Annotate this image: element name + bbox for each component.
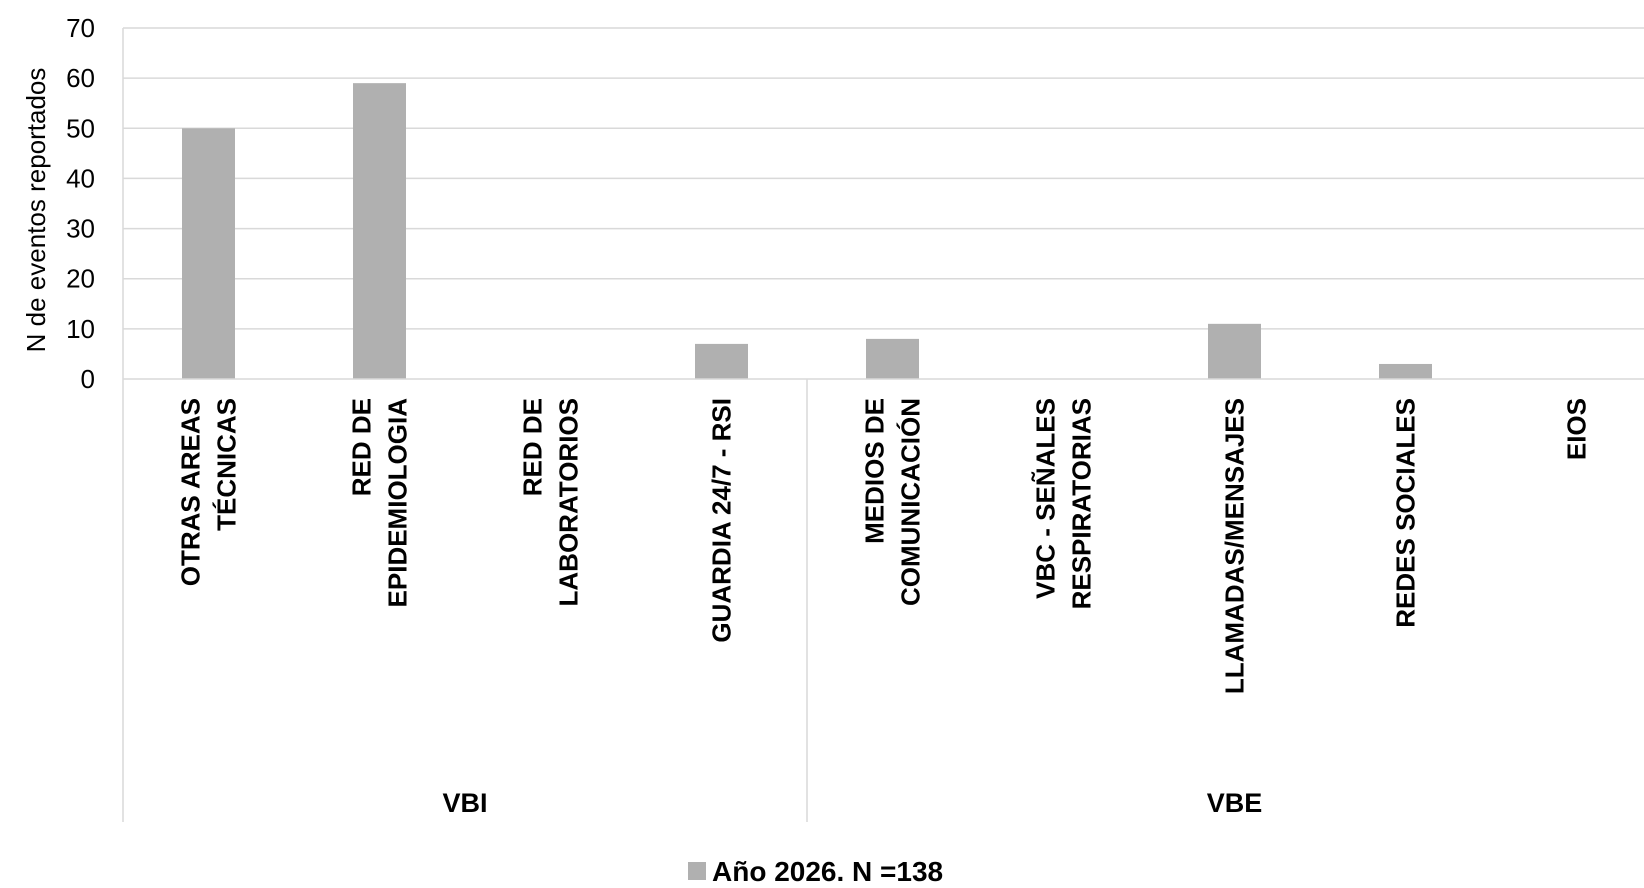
group-label: VBI xyxy=(442,788,487,818)
bar xyxy=(1208,323,1261,379)
category-label: EIOS xyxy=(1562,398,1592,460)
y-tick-label: 10 xyxy=(66,314,95,344)
y-tick-label: 70 xyxy=(66,13,95,43)
category-label: COMUNICACIÓN xyxy=(896,398,926,606)
y-axis-title: N de eventos reportados xyxy=(21,68,51,353)
legend: Año 2026. N =138 xyxy=(688,856,943,887)
bar xyxy=(353,83,406,380)
category-label: EPIDEMIOLOGIA xyxy=(383,398,413,608)
category-label: MEDIOS DE xyxy=(860,398,890,544)
category-label: RED DE xyxy=(347,398,377,496)
bar xyxy=(182,128,235,379)
y-tick-label: 40 xyxy=(66,163,95,193)
y-tick-label: 50 xyxy=(66,113,95,143)
y-tick-label: 20 xyxy=(66,264,95,294)
bars xyxy=(182,83,1432,380)
group-label: VBE xyxy=(1207,788,1263,818)
y-tick-label: 30 xyxy=(66,214,95,244)
category-label: RED DE xyxy=(518,398,548,496)
bar xyxy=(866,338,919,379)
category-label: TÉCNICAS xyxy=(212,398,242,531)
legend-label: Año 2026. N =138 xyxy=(712,856,943,887)
category-labels: OTRAS AREAS TÉCNICAS RED DE EPIDEMIOLOGIA RE… xyxy=(176,398,1592,694)
legend-swatch xyxy=(688,862,706,880)
category-label: GUARDIA 24/7 - RSI xyxy=(707,398,737,643)
group-labels: VBI VBE xyxy=(442,788,1262,818)
category-label: RESPIRATORIAS xyxy=(1067,398,1097,609)
y-tick-labels: 0 10 20 30 40 50 60 70 xyxy=(66,13,95,394)
category-label: OTRAS AREAS xyxy=(176,398,206,586)
gridlines xyxy=(123,27,1644,330)
category-label: REDES SOCIALES xyxy=(1391,398,1421,628)
category-label: LLAMADAS/MENSAJES xyxy=(1220,398,1250,694)
category-label: VBC - SEÑALES xyxy=(1031,398,1061,599)
bar xyxy=(1379,363,1432,379)
bar xyxy=(695,343,748,379)
category-label: LABORATORIOS xyxy=(554,398,584,606)
axes xyxy=(122,28,1644,822)
y-tick-label: 60 xyxy=(66,63,95,93)
y-tick-label: 0 xyxy=(81,364,95,394)
